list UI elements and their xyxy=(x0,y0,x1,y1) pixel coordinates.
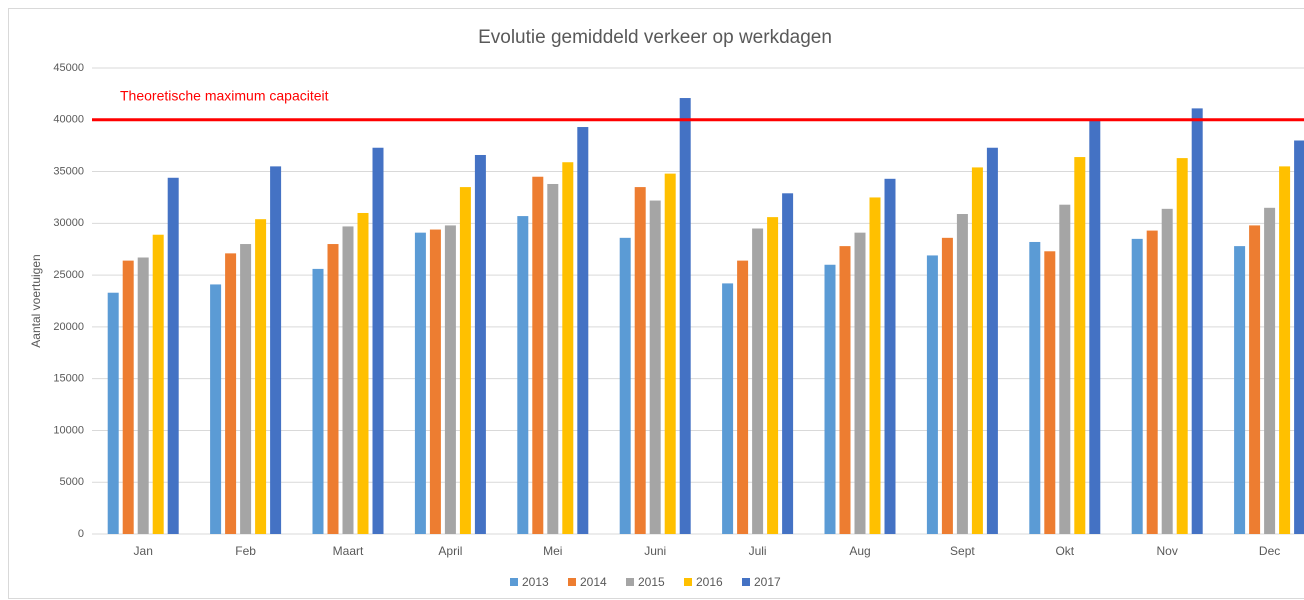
legend-swatch xyxy=(510,578,518,586)
bar xyxy=(869,197,881,534)
x-tick-label: April xyxy=(438,544,462,558)
bar xyxy=(839,246,851,535)
y-tick-label: 30000 xyxy=(53,217,84,229)
bar xyxy=(312,268,324,534)
y-axis-label: Aantal voertuigen xyxy=(29,254,43,347)
bar xyxy=(824,264,836,534)
bar xyxy=(1176,158,1188,535)
x-tick-label: Juli xyxy=(749,544,767,558)
legend-swatch xyxy=(568,578,576,586)
bar xyxy=(1191,108,1203,535)
bar xyxy=(664,173,676,535)
bar xyxy=(327,244,339,535)
y-tick-label: 20000 xyxy=(53,321,84,333)
x-tick-label: Okt xyxy=(1055,544,1074,558)
bar xyxy=(1249,225,1261,534)
bar xyxy=(1161,208,1173,534)
bar xyxy=(634,187,646,535)
bar xyxy=(619,237,631,534)
bar xyxy=(1294,140,1304,534)
bar xyxy=(649,200,661,534)
bar xyxy=(429,229,441,534)
bar xyxy=(1059,204,1071,534)
chart-title: Evolutie gemiddeld verkeer op werkdagen xyxy=(478,27,832,48)
legend-label: 2017 xyxy=(754,575,781,589)
bar xyxy=(444,225,456,534)
bar xyxy=(122,260,134,534)
legend-label: 2013 xyxy=(522,575,549,589)
bar xyxy=(986,147,998,534)
bar xyxy=(971,167,983,534)
bar xyxy=(1044,251,1056,534)
bar xyxy=(414,232,426,535)
x-tick-label: Nov xyxy=(1157,544,1178,558)
bar xyxy=(926,255,938,535)
bar xyxy=(782,193,794,534)
bar xyxy=(210,284,222,534)
legend-swatch xyxy=(626,578,634,586)
x-tick-label: Jan xyxy=(134,544,153,558)
bar xyxy=(459,187,471,535)
y-tick-label: 25000 xyxy=(53,269,84,281)
bar xyxy=(1089,119,1101,535)
bar xyxy=(737,260,749,534)
bar xyxy=(1146,230,1158,535)
bar xyxy=(342,226,354,534)
bar xyxy=(357,212,369,534)
bar xyxy=(1131,238,1143,534)
x-tick-label: Dec xyxy=(1259,544,1280,558)
bar xyxy=(240,244,252,535)
bar xyxy=(956,214,968,534)
legend-swatch xyxy=(742,578,750,586)
x-tick-label: Juni xyxy=(644,544,666,558)
y-tick-label: 0 xyxy=(78,528,84,540)
legend-label: 2015 xyxy=(638,575,665,589)
x-tick-label: Aug xyxy=(849,544,870,558)
x-tick-label: Sept xyxy=(950,544,975,558)
bar xyxy=(167,177,179,534)
bar xyxy=(1074,157,1086,534)
bar xyxy=(767,217,779,534)
bar xyxy=(225,253,237,534)
bar xyxy=(547,183,559,534)
bar xyxy=(1234,246,1246,535)
bar xyxy=(137,257,149,534)
bar xyxy=(679,98,691,534)
y-tick-label: 45000 xyxy=(53,62,84,74)
y-tick-label: 10000 xyxy=(53,424,84,436)
y-tick-label: 5000 xyxy=(60,476,84,488)
bar xyxy=(1029,241,1041,534)
bar xyxy=(474,154,486,534)
bar xyxy=(532,176,544,534)
bar xyxy=(107,292,119,534)
y-tick-label: 40000 xyxy=(53,114,84,126)
x-tick-label: Maart xyxy=(333,544,364,558)
bar xyxy=(884,178,896,534)
reference-label: Theoretische maximum capaciteit xyxy=(120,87,329,103)
legend-label: 2014 xyxy=(580,575,607,589)
bar xyxy=(1279,166,1291,534)
bar xyxy=(1264,207,1276,535)
bar xyxy=(722,283,734,534)
bar xyxy=(562,162,574,535)
bar xyxy=(577,127,589,534)
bar xyxy=(752,228,764,534)
x-tick-label: Mei xyxy=(543,544,562,558)
x-tick-label: Feb xyxy=(235,544,256,558)
bar xyxy=(152,234,164,535)
bar xyxy=(372,147,384,534)
bar xyxy=(517,216,529,534)
legend-swatch xyxy=(684,578,692,586)
bar xyxy=(255,219,267,535)
bar xyxy=(854,232,866,535)
legend-label: 2016 xyxy=(696,575,723,589)
y-tick-label: 35000 xyxy=(53,165,84,177)
bar xyxy=(941,237,953,534)
bar xyxy=(270,166,282,534)
y-tick-label: 15000 xyxy=(53,373,84,385)
